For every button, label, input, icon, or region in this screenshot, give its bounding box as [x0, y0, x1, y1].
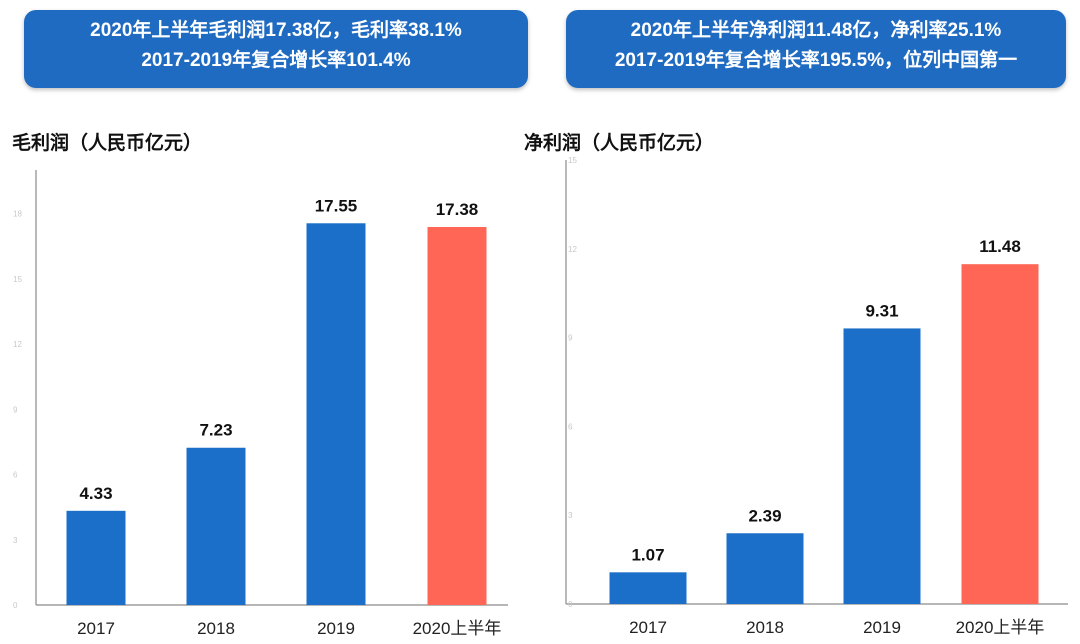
y-tick-label: 6 — [13, 471, 18, 480]
banner-line-2: 2017-2019年复合增长率101.4% — [141, 50, 411, 71]
bar-2018 — [186, 447, 246, 605]
gross-profit-chart-title: 毛利润（人民币亿元） — [12, 133, 203, 154]
y-tick-label: 9 — [568, 334, 573, 343]
data-label: 4.33 — [79, 484, 112, 503]
bar-2020上半年 — [427, 226, 487, 606]
y-tick-label: 0 — [13, 601, 18, 610]
y-tick-label: 6 — [568, 422, 573, 431]
y-tick-label: 9 — [13, 405, 18, 414]
y-tick-label: 0 — [568, 600, 573, 609]
banner-line-1: 2020年上半年净利润11.48亿，净利率25.1% — [630, 20, 1002, 41]
bar-2017 — [609, 572, 687, 604]
y-tick-label: 15 — [568, 156, 577, 165]
bar-2019 — [843, 328, 921, 604]
data-label: 9.31 — [865, 301, 898, 320]
y-tick-label: 3 — [568, 511, 573, 520]
category-label: 2019 — [863, 618, 901, 637]
bar-2017 — [66, 510, 126, 605]
data-label: 17.55 — [315, 196, 358, 215]
category-label: 2019 — [317, 619, 355, 638]
bar-2019 — [306, 223, 366, 605]
y-tick-label: 12 — [13, 340, 22, 349]
y-tick-label: 15 — [13, 275, 22, 284]
summary-banner-net-profit: 2020年上半年净利润11.48亿，净利率25.1% 2017-2019年复合增… — [566, 10, 1066, 88]
data-label: 2.39 — [748, 506, 781, 525]
category-label: 2017 — [77, 619, 115, 638]
category-label: 2017 — [629, 618, 667, 637]
bar-2018 — [726, 533, 804, 604]
y-tick-label: 12 — [568, 245, 577, 254]
y-tick-label: 3 — [13, 536, 18, 545]
banner-line-2: 2017-2019年复合增长率195.5%，位列中国第一 — [614, 50, 1018, 71]
category-label: 2018 — [746, 618, 784, 637]
bar-2020上半年 — [961, 264, 1039, 604]
data-label: 1.07 — [631, 545, 664, 564]
data-label: 17.38 — [436, 200, 479, 219]
category-label: 2020上半年 — [413, 619, 502, 638]
data-label: 11.48 — [979, 237, 1021, 256]
y-tick-label: 18 — [13, 210, 22, 219]
summary-banner-gross-profit: 2020年上半年毛利润17.38亿，毛利率38.1% 2017-2019年复合增… — [24, 10, 528, 88]
data-label: 7.23 — [199, 421, 232, 440]
category-label: 2020上半年 — [956, 618, 1045, 637]
banner-line-1: 2020年上半年毛利润17.38亿，毛利率38.1% — [90, 20, 462, 41]
net-profit-chart-title: 净利润（人民币亿元） — [524, 133, 715, 154]
category-label: 2018 — [197, 619, 235, 638]
